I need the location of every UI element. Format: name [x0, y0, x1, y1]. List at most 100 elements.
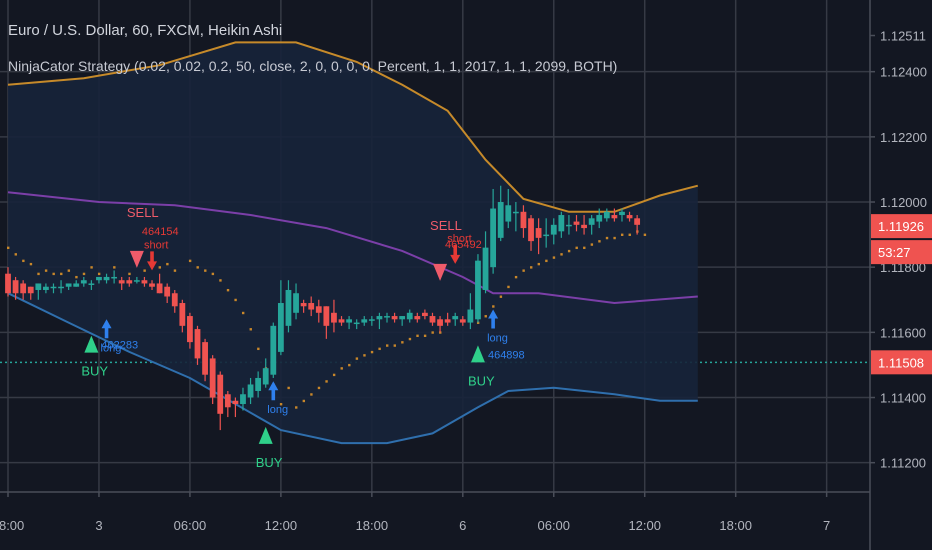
- candle-body[interactable]: [270, 325, 277, 375]
- candle-body[interactable]: [368, 319, 375, 321]
- candle-body[interactable]: [406, 312, 413, 320]
- candle-body[interactable]: [505, 205, 512, 222]
- candle-body[interactable]: [126, 280, 133, 284]
- candle-body[interactable]: [603, 211, 610, 219]
- candle-body[interactable]: [50, 286, 57, 289]
- candle-body[interactable]: [611, 215, 618, 219]
- price-tick-label: 1.11600: [880, 325, 926, 340]
- candle-body[interactable]: [171, 293, 178, 307]
- candle-body[interactable]: [588, 218, 595, 225]
- candle-body[interactable]: [361, 319, 368, 323]
- candle-body[interactable]: [285, 289, 292, 326]
- sar-dot: [583, 246, 586, 250]
- candle-body[interactable]: [255, 377, 262, 391]
- candle-body[interactable]: [512, 211, 519, 214]
- candle-body[interactable]: [573, 221, 580, 225]
- candle-body[interactable]: [581, 224, 587, 229]
- candle-body[interactable]: [240, 394, 246, 405]
- candle-body[interactable]: [133, 280, 140, 282]
- candle-body[interactable]: [422, 312, 428, 317]
- candle-body[interactable]: [43, 286, 49, 290]
- candle-body[interactable]: [111, 276, 118, 279]
- candle-body[interactable]: [12, 280, 19, 294]
- candle-body[interactable]: [156, 283, 163, 294]
- study-legend[interactable]: NinjaCator Strategy (0.02, 0.02, 0.2, 50…: [8, 58, 618, 74]
- candle-body[interactable]: [224, 394, 231, 408]
- candle-body[interactable]: [429, 316, 436, 323]
- sar-dot: [590, 243, 594, 246]
- candle-body[interactable]: [308, 303, 315, 310]
- candle-body[interactable]: [65, 283, 72, 287]
- candle-body[interactable]: [634, 218, 641, 225]
- candle-body[interactable]: [96, 276, 102, 281]
- candle-body[interactable]: [566, 224, 572, 227]
- candle-body[interactable]: [535, 228, 542, 238]
- candle-body[interactable]: [452, 316, 459, 320]
- candle-body[interactable]: [232, 400, 239, 405]
- candle-body[interactable]: [376, 316, 383, 320]
- candle-body[interactable]: [149, 283, 155, 287]
- candle-body[interactable]: [20, 283, 27, 294]
- candle-body[interactable]: [475, 260, 481, 320]
- candle-body[interactable]: [300, 303, 307, 307]
- sar-dot: [188, 259, 192, 263]
- candle-body[interactable]: [141, 280, 148, 284]
- sar-dot: [287, 386, 290, 390]
- candle-body[interactable]: [414, 316, 421, 320]
- candle-body[interactable]: [497, 202, 504, 238]
- candle-body[interactable]: [5, 273, 11, 294]
- candle-body[interactable]: [164, 286, 171, 297]
- candle-body[interactable]: [619, 211, 625, 216]
- candle-body[interactable]: [482, 247, 489, 290]
- candle-body[interactable]: [467, 309, 474, 323]
- candle-body[interactable]: [353, 322, 360, 325]
- candle-body[interactable]: [323, 306, 330, 326]
- candle-body[interactable]: [596, 215, 603, 222]
- candle-body[interactable]: [338, 319, 345, 323]
- candle-body[interactable]: [384, 316, 390, 318]
- candle-body[interactable]: [444, 319, 451, 323]
- candle-body[interactable]: [437, 319, 443, 326]
- sar-dot: [29, 262, 33, 266]
- time-tick-label: 18:00: [0, 518, 24, 533]
- candle-body[interactable]: [277, 303, 284, 352]
- candle-body[interactable]: [331, 312, 337, 323]
- candle-body[interactable]: [88, 283, 95, 285]
- sar-dot: [82, 272, 86, 276]
- candle-body[interactable]: [27, 286, 34, 294]
- candle-body[interactable]: [626, 215, 633, 219]
- candle-body[interactable]: [262, 368, 269, 385]
- candle-body[interactable]: [118, 280, 125, 284]
- sar-dot: [22, 259, 25, 263]
- candle-body[interactable]: [315, 306, 322, 313]
- sar-dot: [348, 363, 351, 367]
- candle-body[interactable]: [528, 218, 534, 242]
- candle-body[interactable]: [209, 358, 216, 398]
- candle-body[interactable]: [73, 283, 80, 287]
- time-tick-label: 7: [823, 518, 830, 533]
- candle-body[interactable]: [103, 276, 110, 281]
- candle-body[interactable]: [490, 208, 497, 268]
- candle-body[interactable]: [459, 319, 466, 323]
- candle-body[interactable]: [558, 215, 565, 232]
- bar-countdown-tag: [871, 240, 932, 265]
- candle-body[interactable]: [247, 384, 254, 398]
- candle-body[interactable]: [550, 224, 557, 235]
- candle-body[interactable]: [217, 374, 224, 414]
- candle-body[interactable]: [520, 211, 527, 229]
- candle-body[interactable]: [346, 319, 352, 323]
- candle-body[interactable]: [187, 316, 193, 343]
- time-tick-label: 18:00: [356, 518, 389, 533]
- candle-body[interactable]: [194, 329, 201, 359]
- candle-body[interactable]: [35, 283, 42, 290]
- candle-body[interactable]: [202, 342, 208, 375]
- candle-body[interactable]: [391, 316, 398, 320]
- candle-body[interactable]: [293, 293, 299, 313]
- candle-body[interactable]: [399, 316, 406, 320]
- candle-body[interactable]: [543, 234, 550, 237]
- candle-body[interactable]: [58, 286, 64, 289]
- candle-body[interactable]: [179, 303, 186, 326]
- candle-body[interactable]: [80, 280, 87, 284]
